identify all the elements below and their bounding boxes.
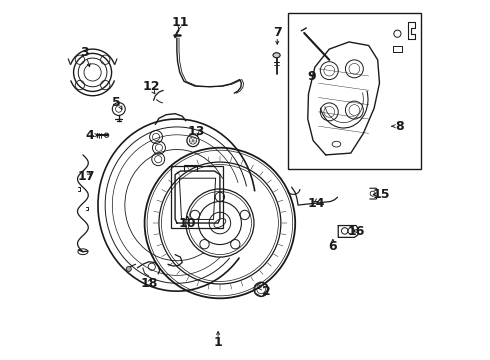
Text: 18: 18 (140, 278, 158, 291)
Ellipse shape (273, 53, 280, 58)
Text: 10: 10 (179, 216, 196, 230)
Text: 8: 8 (395, 120, 404, 133)
Text: 3: 3 (80, 46, 89, 59)
Bar (288, 13, 421, 169)
Text: 14: 14 (308, 197, 325, 210)
Text: 6: 6 (329, 240, 337, 253)
Ellipse shape (126, 266, 131, 271)
Text: 15: 15 (372, 188, 390, 201)
Bar (172, 166, 223, 228)
Text: 17: 17 (78, 170, 95, 183)
Text: 7: 7 (273, 27, 282, 40)
Text: 12: 12 (143, 80, 161, 93)
Text: 11: 11 (172, 16, 189, 29)
Text: 9: 9 (307, 69, 316, 82)
Text: 16: 16 (347, 225, 365, 238)
Text: 13: 13 (188, 125, 205, 138)
Text: 5: 5 (112, 96, 120, 109)
Text: 1: 1 (214, 336, 222, 348)
Text: 4: 4 (86, 129, 95, 142)
Text: 2: 2 (262, 285, 271, 298)
